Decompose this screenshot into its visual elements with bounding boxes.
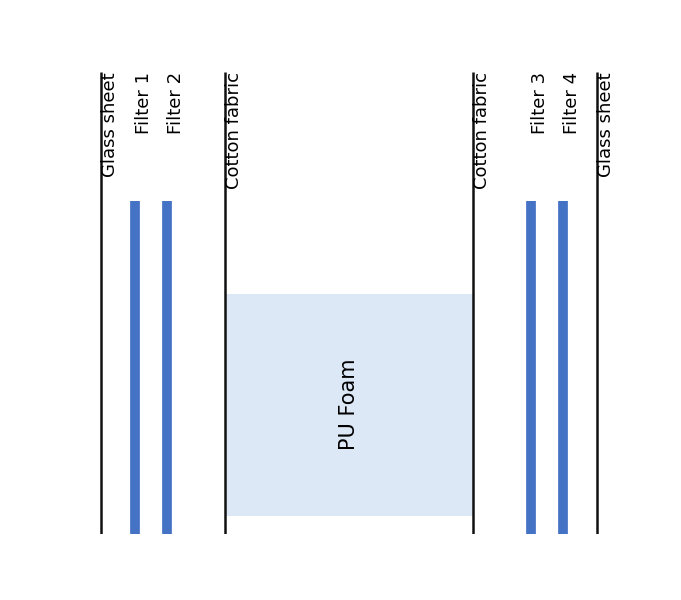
- Text: Filter 3: Filter 3: [531, 72, 549, 134]
- Text: Filter 4: Filter 4: [563, 72, 581, 134]
- Bar: [225, 294, 473, 515]
- Text: Cotton fabric: Cotton fabric: [225, 72, 243, 189]
- Text: Glass sheet: Glass sheet: [101, 72, 119, 176]
- Text: Filter 2: Filter 2: [167, 72, 185, 134]
- Text: Cotton fabric: Cotton fabric: [473, 72, 491, 189]
- Text: Glass sheet: Glass sheet: [597, 72, 615, 176]
- Text: Filter 1: Filter 1: [136, 72, 153, 134]
- Text: PU Foam: PU Foam: [339, 359, 359, 451]
